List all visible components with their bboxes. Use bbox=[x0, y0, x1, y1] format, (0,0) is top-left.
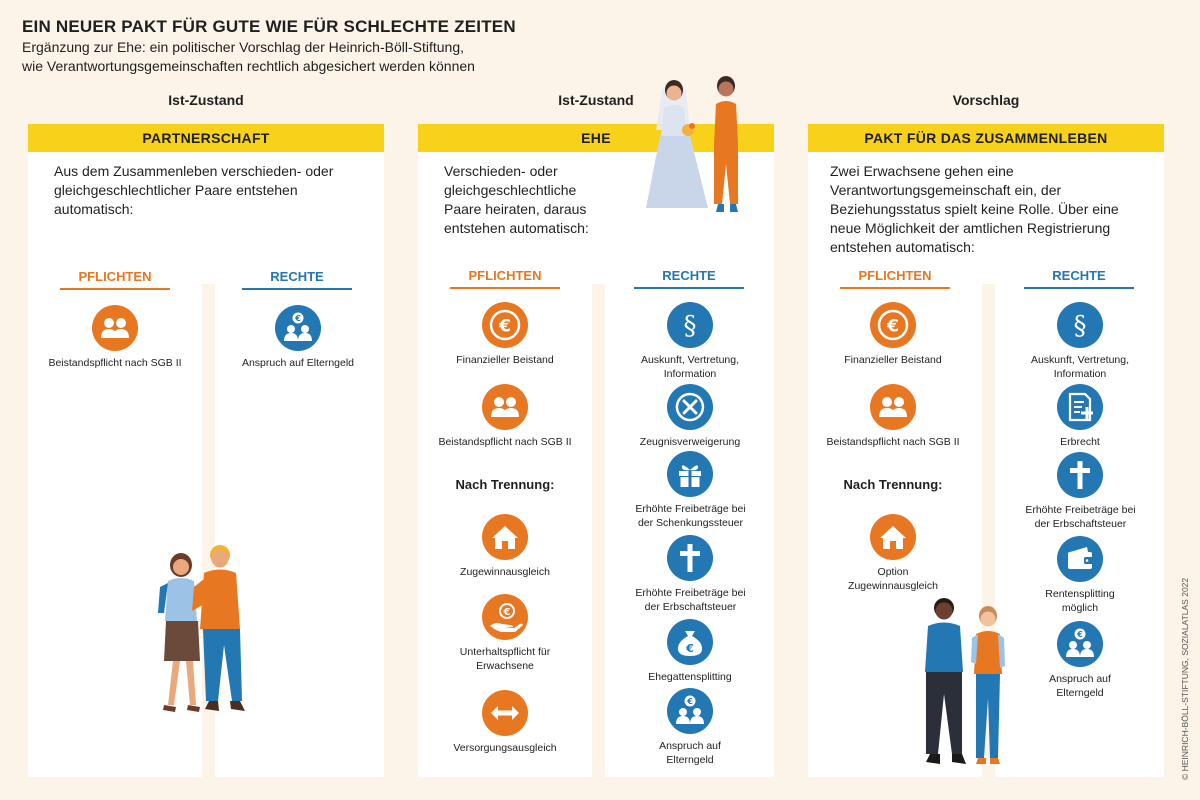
panel: Verschieden- oder gleichgeschlechtliche … bbox=[418, 152, 774, 777]
list-item: Beistandspflicht nach SGB II bbox=[430, 384, 580, 449]
list-item: Auskunft, Vertretung, Information bbox=[1005, 302, 1155, 381]
item-label: Erhöhte Freibeträge bei der Erbschaftste… bbox=[635, 587, 746, 613]
pflichten-heading: PFLICHTEN bbox=[60, 269, 170, 290]
list-item: Erhöhte Freibeträge bei der Erbschaftste… bbox=[608, 535, 772, 614]
item-label: Auskunft, Vertretung, Information bbox=[640, 354, 740, 380]
list-item: Finanzieller Beistand bbox=[818, 302, 968, 367]
house-icon bbox=[482, 514, 528, 560]
hand-euro-icon bbox=[482, 594, 528, 640]
paragraph-icon bbox=[667, 302, 713, 348]
credit-text: © HEINRICH-BÖLL-STIFTUNG, SOZIALATLAS 20… bbox=[1180, 577, 1190, 780]
pflichten-heading: PFLICHTEN bbox=[450, 268, 560, 289]
item-label: Option Zugewinnausgleich bbox=[848, 566, 938, 592]
list-item: Unterhaltspflicht für Erwachsene bbox=[430, 594, 580, 673]
status-label: Vorschlag bbox=[952, 92, 1020, 108]
list-item: Auskunft, Vertretung, Information bbox=[615, 302, 765, 381]
list-item: Beistandspflicht nach SGB II bbox=[40, 305, 190, 370]
list-item: Erhöhte Freibeträge bei der Schenkungsst… bbox=[608, 451, 772, 530]
item-label: Anspruch auf Elterngeld bbox=[659, 740, 721, 766]
list-item: Zeugnisverweigerung bbox=[615, 384, 765, 449]
document-plus-icon bbox=[1057, 384, 1103, 430]
item-label: Zugewinnausgleich bbox=[460, 566, 550, 578]
rechte-heading: RECHTE bbox=[242, 269, 352, 290]
divider bbox=[592, 284, 605, 777]
cross-icon bbox=[667, 535, 713, 581]
item-label: Auskunft, Vertretung, Information bbox=[1030, 354, 1130, 380]
item-label: Anspruch auf Elterngeld bbox=[241, 357, 355, 369]
family-euro-icon bbox=[667, 688, 713, 734]
credit-line: © HEINRICH-BÖLL-STIFTUNG, SOZIALATLAS 20… bbox=[1180, 560, 1194, 780]
people-icon bbox=[482, 384, 528, 430]
item-label: Beistandspflicht nach SGB II bbox=[438, 436, 572, 448]
item-label: Erhöhte Freibeträge bei der Erbschaftste… bbox=[1025, 504, 1136, 530]
description: Zwei Erwachsene gehen eine Verantwortung… bbox=[830, 163, 1119, 255]
list-item: Anspruch auf Elterngeld bbox=[1005, 621, 1155, 700]
item-label: Ehegattensplitting bbox=[648, 671, 732, 683]
item-label: Erhöhte Freibeträge bei der Schenkungsst… bbox=[635, 503, 746, 529]
couple-illustration bbox=[158, 545, 245, 712]
x-mark-icon bbox=[667, 384, 713, 430]
wedding-couple-illustration bbox=[646, 76, 738, 212]
subtitle-line-2: wie Verantwortungsgemeinschaften rechtli… bbox=[22, 58, 475, 74]
gift-icon bbox=[667, 451, 713, 497]
wallet-icon bbox=[1057, 536, 1103, 582]
item-label: Beistandspflicht nach SGB II bbox=[826, 436, 960, 448]
status-label: Ist-Zustand bbox=[168, 92, 244, 108]
item-label: Finanzieller Beistand bbox=[456, 354, 554, 366]
euro-icon bbox=[870, 302, 916, 348]
panel: Zwei Erwachsene gehen eine Verantwortung… bbox=[808, 152, 1164, 777]
item-label: Erbrecht bbox=[1060, 436, 1100, 448]
cross-icon bbox=[1057, 452, 1103, 498]
panel: Aus dem Zusammenleben verschieden- oder … bbox=[28, 152, 384, 777]
rechte-heading: RECHTE bbox=[634, 268, 744, 289]
paragraph-icon bbox=[1057, 302, 1103, 348]
double-arrow-icon bbox=[482, 690, 528, 736]
item-label: Versorgungsausgleich bbox=[453, 742, 557, 754]
money-bag-icon bbox=[667, 619, 713, 665]
item-label: Zeugnisverweigerung bbox=[639, 436, 741, 448]
item-label: Beistandspflicht nach SGB II bbox=[48, 357, 182, 369]
list-item: Rentensplitting möglich bbox=[1005, 536, 1155, 615]
house-icon bbox=[870, 514, 916, 560]
euro-icon bbox=[482, 302, 528, 348]
family-euro-icon bbox=[275, 305, 321, 351]
list-item: Beistandspflicht nach SGB II bbox=[818, 384, 968, 449]
header: EIN NEUER PAKT FÜR GUTE WIE FÜR SCHLECHT… bbox=[22, 16, 516, 76]
item-label: Unterhaltspflicht für Erwachsene bbox=[459, 646, 551, 672]
nach-trennung-heading: Nach Trennung: bbox=[843, 477, 943, 492]
item-label: Finanzieller Beistand bbox=[844, 354, 942, 366]
item-label: Rentensplitting möglich bbox=[1045, 588, 1115, 614]
description: Verschieden- oder gleichgeschlechtliche … bbox=[444, 163, 589, 236]
list-item: Ehegattensplitting bbox=[615, 619, 765, 684]
nach-trennung-heading: Nach Trennung: bbox=[455, 477, 555, 492]
people-icon bbox=[92, 305, 138, 351]
list-item: Erhöhte Freibeträge bei der Erbschaftste… bbox=[998, 452, 1162, 531]
subtitle-line-1: Ergänzung zur Ehe: ein politischer Vorsc… bbox=[22, 39, 465, 55]
banner-partnerschaft: PARTNERSCHAFT bbox=[28, 124, 384, 152]
list-item: Option Zugewinnausgleich bbox=[818, 514, 968, 593]
people-icon bbox=[870, 384, 916, 430]
list-item: Anspruch auf Elterngeld bbox=[223, 305, 373, 370]
status-label: Ist-Zustand bbox=[558, 92, 634, 108]
list-item: Versorgungsausgleich bbox=[430, 690, 580, 755]
adults-illustration bbox=[925, 598, 1005, 764]
item-label: Anspruch auf Elterngeld bbox=[1049, 673, 1111, 699]
list-item: Finanzieller Beistand bbox=[430, 302, 580, 367]
rechte-heading: RECHTE bbox=[1024, 268, 1134, 289]
banner-pakt: PAKT FÜR DAS ZUSAMMENLEBEN bbox=[808, 124, 1164, 152]
list-item: Zugewinnausgleich bbox=[430, 514, 580, 579]
list-item: Erbrecht bbox=[1005, 384, 1155, 449]
pflichten-heading: PFLICHTEN bbox=[840, 268, 950, 289]
description: Aus dem Zusammenleben verschieden- oder … bbox=[54, 163, 334, 217]
page-title: EIN NEUER PAKT FÜR GUTE WIE FÜR SCHLECHT… bbox=[22, 17, 516, 36]
family-euro-icon bbox=[1057, 621, 1103, 667]
list-item: Anspruch auf Elterngeld bbox=[615, 688, 765, 767]
